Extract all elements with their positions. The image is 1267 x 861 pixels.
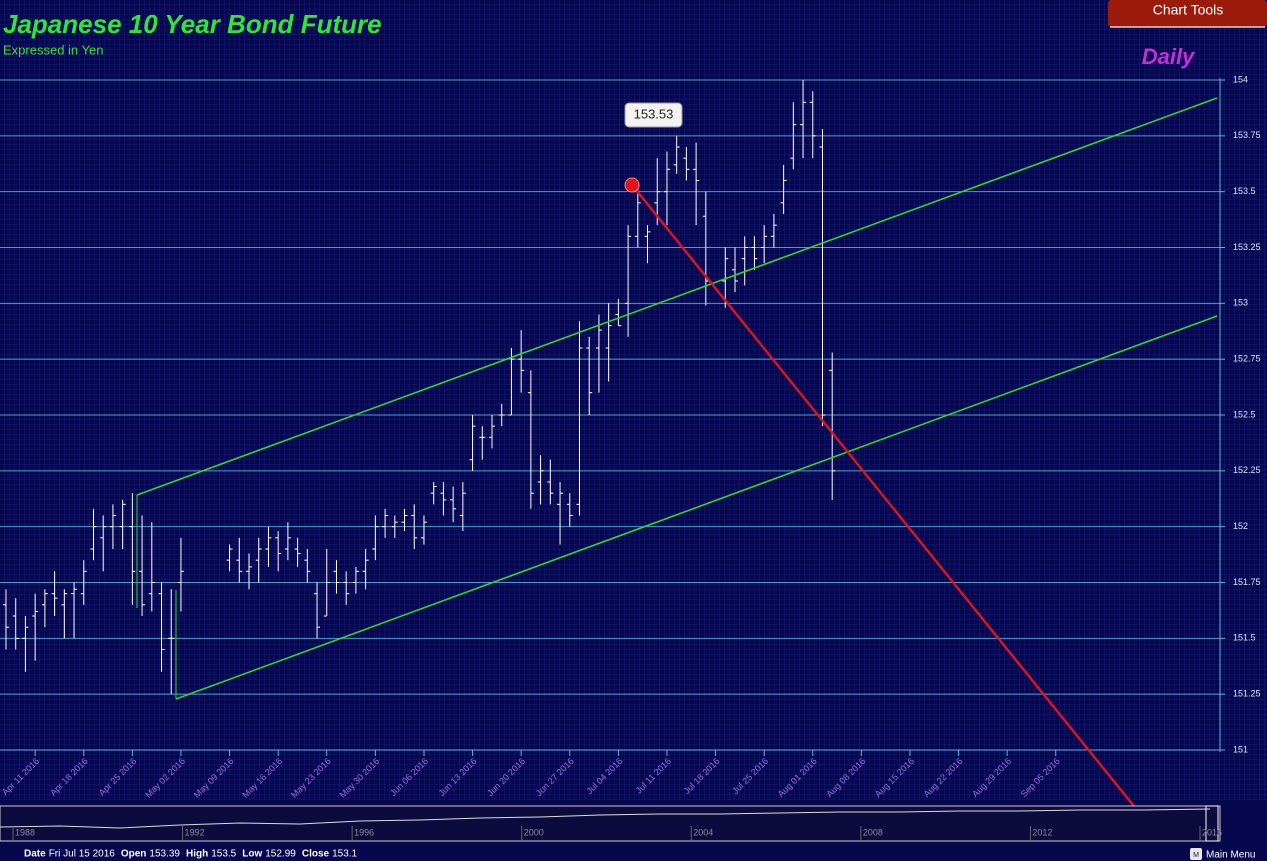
chart-tools-label[interactable]: Chart Tools [1153, 2, 1224, 18]
status-label: High [186, 849, 208, 860]
navigator-year: 2016 [1202, 827, 1222, 837]
trend-line [631, 184, 1151, 827]
annotation-label: 153.53 [634, 106, 674, 121]
y-tick-label: 151.75 [1233, 577, 1261, 587]
status-label: Low [242, 849, 262, 860]
status-value: 153.1 [332, 849, 357, 860]
y-tick-label: 152 [1233, 521, 1248, 531]
y-tick-label: 153 [1233, 298, 1248, 308]
menu-icon-label[interactable]: M [1193, 852, 1199, 859]
status-value: Fri Jul 15 2016 [49, 849, 116, 860]
y-tick-label: 151.25 [1233, 689, 1261, 699]
navigator[interactable] [0, 805, 1221, 842]
navigator-handle[interactable] [1205, 805, 1219, 842]
y-tick-label: 153.75 [1233, 130, 1261, 140]
y-tick-label: 151.5 [1233, 633, 1256, 643]
status-value: 152.99 [265, 849, 296, 860]
navigator-year: 2012 [1032, 827, 1052, 837]
trend-anchor[interactable] [624, 177, 640, 193]
y-tick-label: 153.5 [1233, 186, 1256, 196]
navigator-year: 1996 [354, 827, 374, 837]
chart-title: Japanese 10 Year Bond Future [3, 9, 382, 39]
status-label: Date [24, 849, 46, 860]
channel-lower [175, 315, 1218, 700]
status-value: 153.5 [211, 849, 236, 860]
background-grid [0, 0, 1267, 800]
y-tick-label: 152.25 [1233, 465, 1261, 475]
y-tick-label: 154 [1233, 74, 1248, 84]
chart-tools-button[interactable] [1108, 0, 1267, 27]
menu-label[interactable]: Main Menu [1206, 850, 1255, 861]
y-tick-label: 151 [1233, 744, 1248, 754]
navigator-year: 1992 [185, 827, 205, 837]
navigator-year: 2008 [863, 827, 883, 837]
navigator-line [0, 808, 1211, 829]
y-tick-label: 152.75 [1233, 354, 1261, 364]
y-tick-label: 153.25 [1233, 242, 1261, 252]
annotation-box [624, 102, 683, 128]
channel-upper [136, 97, 1218, 496]
navigator-year: 2000 [524, 827, 544, 837]
chart-subtitle: Expressed in Yen [3, 42, 103, 57]
period-label: Daily [1142, 44, 1196, 69]
status-value: 153.39 [149, 849, 180, 860]
status-label: Open [121, 849, 147, 860]
navigator-year: 1988 [15, 827, 35, 837]
status-label: Close [302, 849, 330, 860]
y-tick-label: 152.5 [1233, 409, 1256, 419]
navigator-year: 2004 [693, 827, 713, 837]
menu-icon[interactable] [1190, 848, 1202, 860]
